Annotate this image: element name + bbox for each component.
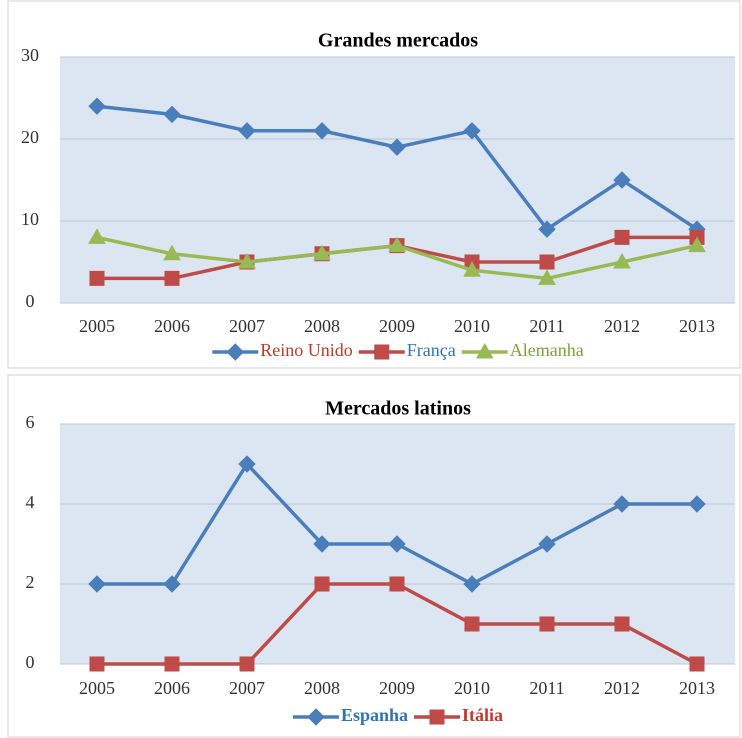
y-tick-label: 0 bbox=[26, 652, 35, 672]
x-tick-label: 2012 bbox=[604, 678, 640, 698]
data-point bbox=[164, 270, 180, 286]
legend-label: França bbox=[407, 340, 456, 360]
y-tick-label: 2 bbox=[26, 572, 35, 592]
x-tick-label: 2012 bbox=[604, 316, 640, 336]
x-tick-label: 2013 bbox=[679, 316, 715, 336]
data-point bbox=[163, 105, 181, 124]
data-point bbox=[89, 270, 105, 286]
x-tick-label: 2008 bbox=[304, 316, 340, 336]
chart-title: Mercados latinos bbox=[325, 398, 471, 420]
y-tick-label: 10 bbox=[21, 209, 39, 229]
legend-marker bbox=[429, 709, 445, 725]
data-point bbox=[238, 252, 256, 269]
data-point bbox=[239, 656, 255, 672]
data-point bbox=[614, 229, 630, 245]
x-tick-label: 2011 bbox=[529, 678, 564, 698]
data-point bbox=[89, 656, 105, 672]
legend: Reino Unido França Alemanha bbox=[212, 340, 584, 361]
plot-area bbox=[60, 57, 735, 303]
data-point bbox=[463, 575, 481, 593]
data-point bbox=[688, 495, 706, 513]
x-tick-label: 2010 bbox=[454, 316, 490, 336]
data-point bbox=[313, 122, 331, 140]
data-point bbox=[539, 254, 555, 270]
legend-label: Itália bbox=[462, 705, 503, 725]
data-point bbox=[238, 122, 256, 140]
data-point bbox=[538, 269, 556, 285]
legend: Espanha Itália bbox=[292, 705, 503, 726]
data-point bbox=[388, 236, 406, 253]
data-point bbox=[238, 455, 256, 473]
data-point bbox=[164, 656, 180, 672]
data-point bbox=[539, 616, 555, 632]
legend-label: Espanha bbox=[341, 705, 408, 725]
y-tick-label: 30 bbox=[21, 45, 39, 65]
legend-marker bbox=[475, 342, 494, 359]
chart: 0 10 20 30 Grandes mercados 2005 2006 2007 2008 2… bbox=[7, 0, 741, 369]
data-point bbox=[88, 228, 106, 244]
data-point bbox=[388, 535, 406, 553]
data-point bbox=[689, 656, 705, 672]
x-tick-label: 2005 bbox=[79, 316, 115, 336]
y-tick-label: 6 bbox=[26, 412, 35, 432]
data-point bbox=[538, 220, 556, 238]
x-tick-label: 2005 bbox=[79, 678, 115, 698]
x-tick-label: 2011 bbox=[529, 316, 564, 336]
x-tick-label: 2010 bbox=[454, 678, 490, 698]
chart-title: Grandes mercados bbox=[318, 30, 478, 52]
x-tick-label: 2009 bbox=[379, 316, 415, 336]
data-point bbox=[464, 616, 480, 632]
data-point bbox=[88, 575, 106, 593]
data-point bbox=[314, 576, 330, 592]
x-tick-label: 2013 bbox=[679, 678, 715, 698]
y-tick-label: 20 bbox=[21, 127, 39, 147]
data-point bbox=[163, 575, 181, 593]
x-tick-label: 2007 bbox=[229, 316, 265, 336]
data-point bbox=[463, 261, 481, 277]
legend-marker bbox=[226, 343, 244, 361]
data-point bbox=[163, 244, 181, 261]
x-tick-label: 2008 bbox=[304, 678, 340, 698]
data-point bbox=[389, 576, 405, 592]
x-tick-label: 2006 bbox=[154, 678, 190, 698]
data-point bbox=[614, 616, 630, 632]
legend-marker bbox=[307, 708, 325, 726]
x-tick-label: 2009 bbox=[379, 678, 415, 698]
y-tick-label: 4 bbox=[26, 492, 35, 512]
data-point bbox=[613, 171, 631, 189]
legend-marker bbox=[374, 344, 390, 360]
data-point bbox=[313, 244, 331, 261]
data-point bbox=[613, 495, 631, 513]
data-point bbox=[613, 252, 631, 269]
data-point bbox=[88, 97, 106, 115]
chart: 0 2 4 6 Mercados latinos 2005 2006 2007 2008 2009… bbox=[7, 374, 741, 738]
data-point bbox=[388, 138, 406, 156]
data-point bbox=[538, 535, 556, 553]
data-point bbox=[463, 122, 481, 140]
legend-label: Reino Unido bbox=[260, 340, 353, 360]
x-tick-label: 2006 bbox=[154, 316, 190, 336]
data-point bbox=[688, 236, 706, 253]
data-point bbox=[313, 535, 331, 553]
legend-label: Alemanha bbox=[510, 340, 584, 360]
y-tick-label: 0 bbox=[26, 291, 35, 311]
x-tick-label: 2007 bbox=[229, 678, 265, 698]
